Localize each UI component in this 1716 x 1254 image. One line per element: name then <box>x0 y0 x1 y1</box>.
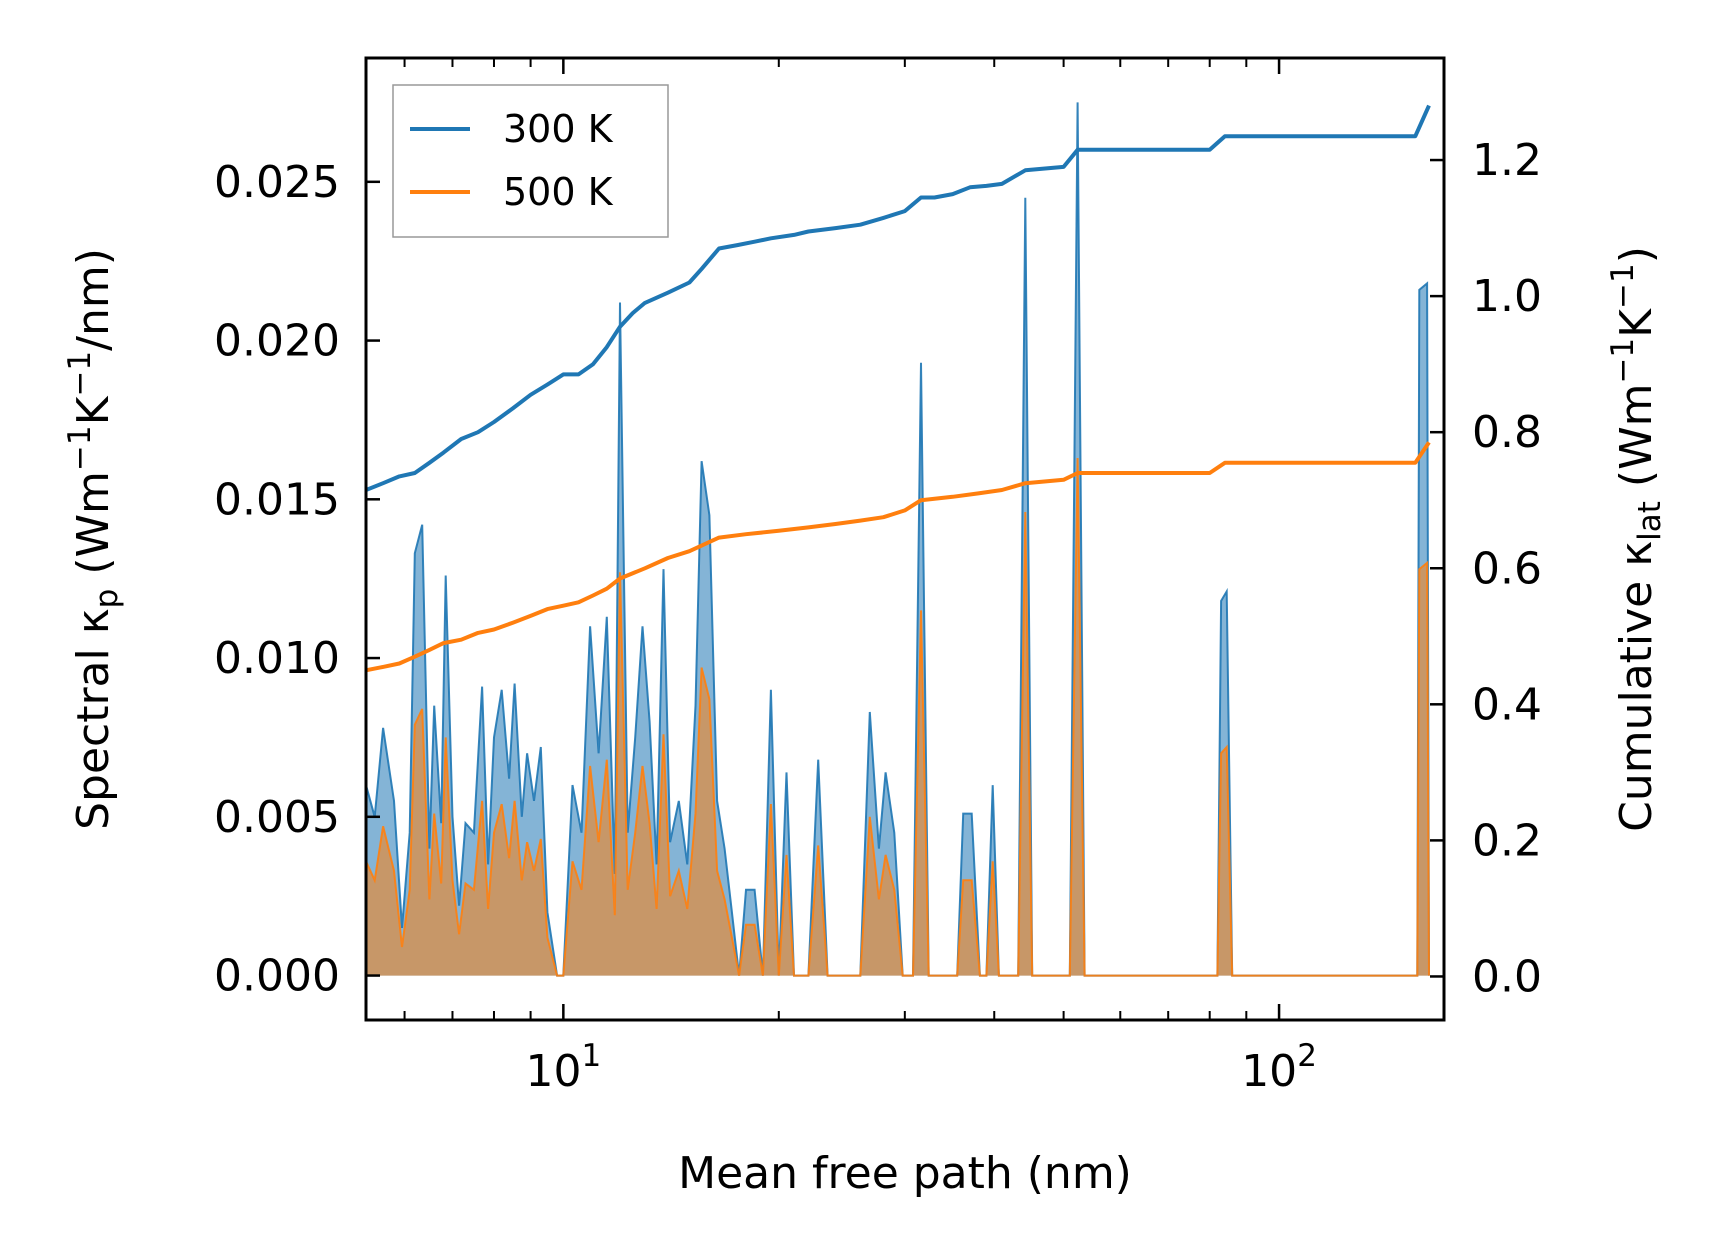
left-axis-title-unit-1: (Wm <box>68 471 119 589</box>
left-tick-label-4: 0.020 <box>214 316 340 367</box>
ticks-layer: 0.000 0.005 0.010 0.015 0.020 0.025 0.0 0.2 0.4 0… <box>214 58 1542 1097</box>
right-axis-title-sub: lat <box>1632 501 1668 541</box>
x-tick-label-exp-1: 2 <box>1297 1038 1317 1074</box>
left-axis-title-sub: p <box>89 589 125 609</box>
right-axis-title-unit-3: ) <box>1611 246 1662 263</box>
x-tick-label-base-0: 10 <box>525 1046 581 1097</box>
x-tick-label-exp-0: 1 <box>581 1038 601 1074</box>
spectral-line-1 <box>366 457 1430 977</box>
right-tick-label-4: 0.8 <box>1472 407 1542 458</box>
right-tick-label-3: 0.6 <box>1472 543 1542 594</box>
left-axis-title: Spectral κp (Wm−1K−1/nm) <box>62 248 125 830</box>
cumulative-layer <box>366 104 1431 673</box>
left-tick-label-0: 0.000 <box>214 951 340 1002</box>
right-axis-title-unit-1: (Wm <box>1611 384 1662 502</box>
left-axis-title-unit-3: /nm) <box>68 248 119 351</box>
left-tick-label-5: 0.025 <box>214 157 340 208</box>
plot-frame <box>364 56 1446 1022</box>
x-tick-label-0: 101 <box>525 1038 601 1097</box>
cumulative-line-1 <box>366 441 1431 673</box>
right-axis-title-sup-1: −1 <box>1605 338 1641 384</box>
spectral-layer <box>366 102 1430 977</box>
right-tick-label-2: 0.4 <box>1472 679 1542 730</box>
legend-label-300k: 300 K <box>503 107 614 151</box>
left-axis-title-main: Spectral κ <box>68 608 119 830</box>
cumulative-line-0 <box>366 104 1431 492</box>
spectral-area-1 <box>366 458 1429 976</box>
right-tick-label-5: 1.0 <box>1472 271 1542 322</box>
right-tick-label-0: 0.0 <box>1472 951 1542 1002</box>
spectral-line-0 <box>366 102 1430 977</box>
right-axis-title-main: Cumulative κ <box>1611 541 1662 832</box>
left-axis-title-unit-2: K <box>68 395 119 425</box>
left-tick-label-3: 0.015 <box>214 474 340 525</box>
left-tick-label-2: 0.010 <box>214 633 340 684</box>
right-tick-label-1: 0.2 <box>1472 815 1542 866</box>
legend-label-500k: 500 K <box>503 170 614 214</box>
left-axis-title-sup-2: −1 <box>62 351 98 397</box>
x-axis-title: Mean free path (nm) <box>678 1148 1132 1199</box>
left-tick-label-1: 0.005 <box>214 792 340 843</box>
right-axis-title-sup-2: −1 <box>1605 263 1641 309</box>
legend: 300 K 500 K <box>392 84 669 238</box>
right-tick-label-6: 1.2 <box>1472 135 1542 186</box>
legend-box <box>392 84 669 238</box>
right-axis-title-unit-2: K <box>1611 308 1662 338</box>
left-axis-title-sup-1: −1 <box>62 425 98 471</box>
right-axis-title: Cumulative κlat (Wm−1K−1) <box>1605 246 1668 832</box>
x-tick-label-base-1: 10 <box>1241 1046 1297 1097</box>
x-tick-label-1: 102 <box>1241 1038 1317 1097</box>
